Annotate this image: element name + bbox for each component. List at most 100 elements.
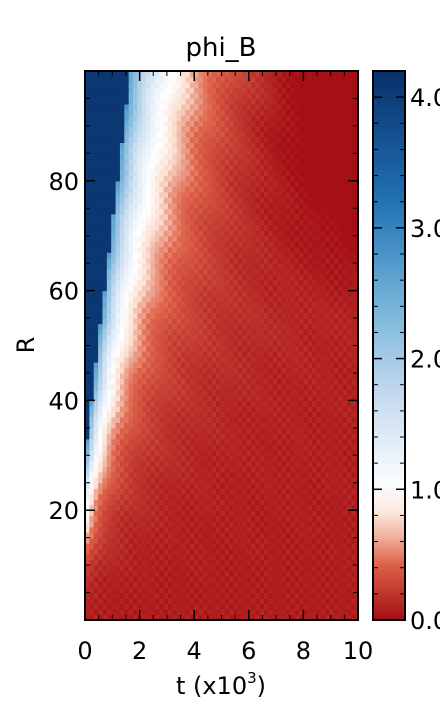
heatmap-cell: [250, 488, 256, 495]
heatmap-cell: [220, 147, 226, 154]
heatmap-cell: [154, 526, 160, 533]
heatmap-cell: [216, 153, 222, 160]
heatmap-cell: [119, 614, 125, 620]
heatmap-cell: [207, 71, 213, 78]
heatmap-cell: [137, 114, 143, 122]
heatmap-cell: [115, 460, 121, 467]
heatmap-cell: [172, 109, 178, 116]
heatmap-cell: [207, 98, 213, 105]
heatmap-cell: [159, 76, 165, 83]
heatmap-cell: [181, 438, 187, 445]
heatmap-cell: [211, 268, 217, 275]
heatmap-cell: [89, 581, 95, 588]
heatmap-cell: [242, 570, 248, 577]
heatmap-cell: [93, 609, 99, 616]
heatmap-cell: [281, 268, 287, 275]
heatmap-cell: [259, 224, 265, 231]
heatmap-cell: [106, 570, 112, 577]
heatmap-cell: [163, 405, 169, 412]
heatmap-cell: [194, 257, 200, 264]
heatmap-cell: [259, 208, 265, 215]
heatmap-cell: [154, 460, 160, 467]
heatmap-cell: [202, 614, 208, 620]
heatmap-cell: [115, 301, 121, 308]
heatmap-cell: [85, 290, 90, 297]
heatmap-cell: [119, 235, 125, 242]
heatmap-cell: [119, 565, 125, 572]
heatmap-cell: [246, 268, 252, 275]
heatmap-cell: [189, 158, 195, 165]
heatmap-cell: [106, 274, 112, 281]
heatmap-cell: [220, 235, 226, 242]
heatmap-cell: [102, 263, 108, 270]
heatmap-cell: [89, 394, 95, 401]
heatmap-cell: [255, 367, 261, 374]
heatmap-cell: [106, 329, 112, 336]
heatmap-cell: [237, 581, 243, 588]
heatmap-cell: [172, 598, 178, 605]
heatmap-cell: [207, 312, 213, 319]
heatmap-cell: [93, 109, 99, 116]
heatmap-cell: [290, 230, 296, 237]
heatmap-cell: [185, 614, 191, 620]
heatmap-cell: [128, 246, 134, 253]
heatmap-cell: [229, 361, 235, 369]
heatmap-cell: [146, 252, 152, 259]
heatmap-cell: [264, 158, 270, 165]
heatmap-cell: [233, 296, 239, 303]
heatmap-cell: [268, 389, 274, 396]
heatmap-cell: [85, 103, 90, 111]
heatmap-cell: [299, 340, 304, 347]
heatmap-cell: [246, 252, 252, 259]
heatmap-cell: [299, 241, 304, 248]
heatmap-cell: [115, 532, 121, 539]
heatmap-cell: [294, 389, 300, 396]
heatmap-cell: [272, 296, 278, 303]
heatmap-cell: [98, 570, 104, 577]
heatmap-cell: [255, 71, 261, 78]
heatmap-cell: [167, 241, 173, 248]
heatmap-cell: [172, 581, 178, 588]
heatmap-cell: [202, 307, 208, 314]
heatmap-cell: [272, 587, 278, 594]
heatmap-cell: [189, 252, 195, 259]
heatmap-cell: [264, 257, 270, 264]
heatmap-cell: [106, 383, 112, 391]
heatmap-cell: [106, 477, 112, 484]
heatmap-cell: [207, 224, 213, 231]
heatmap-cell: [220, 592, 226, 599]
heatmap-cell: [299, 532, 304, 539]
heatmap-cell: [150, 350, 156, 358]
heatmap-cell: [111, 603, 117, 610]
heatmap-cell: [102, 169, 108, 176]
heatmap-cell: [272, 438, 278, 445]
heatmap-cell: [163, 290, 169, 297]
heatmap-cell: [281, 323, 287, 330]
heatmap-cell: [277, 202, 283, 209]
heatmap-cell: [237, 532, 243, 539]
heatmap-cell: [167, 274, 173, 281]
heatmap-cell: [259, 361, 265, 369]
heatmap-cell: [272, 202, 278, 209]
heatmap-cell: [285, 296, 291, 303]
heatmap-cell: [146, 477, 152, 484]
heatmap-cell: [211, 147, 217, 154]
heatmap-cell: [102, 449, 108, 456]
heatmap-cell: [167, 197, 173, 204]
heatmap-cell: [111, 81, 117, 89]
heatmap-cell: [189, 296, 195, 303]
heatmap-cell: [198, 609, 204, 616]
heatmap-cell: [237, 197, 243, 204]
heatmap-cell: [299, 598, 304, 605]
heatmap-cell: [111, 208, 117, 215]
heatmap-cell: [141, 169, 147, 176]
heatmap-cell: [141, 504, 147, 511]
heatmap-cell: [255, 197, 261, 204]
heatmap-cell: [137, 131, 143, 138]
heatmap-cell: [268, 202, 274, 209]
heatmap-cell: [242, 103, 248, 111]
heatmap-cell: [185, 153, 191, 160]
heatmap-cell: [89, 471, 95, 478]
heatmap-cell: [246, 510, 252, 517]
heatmap-cell: [237, 576, 243, 583]
